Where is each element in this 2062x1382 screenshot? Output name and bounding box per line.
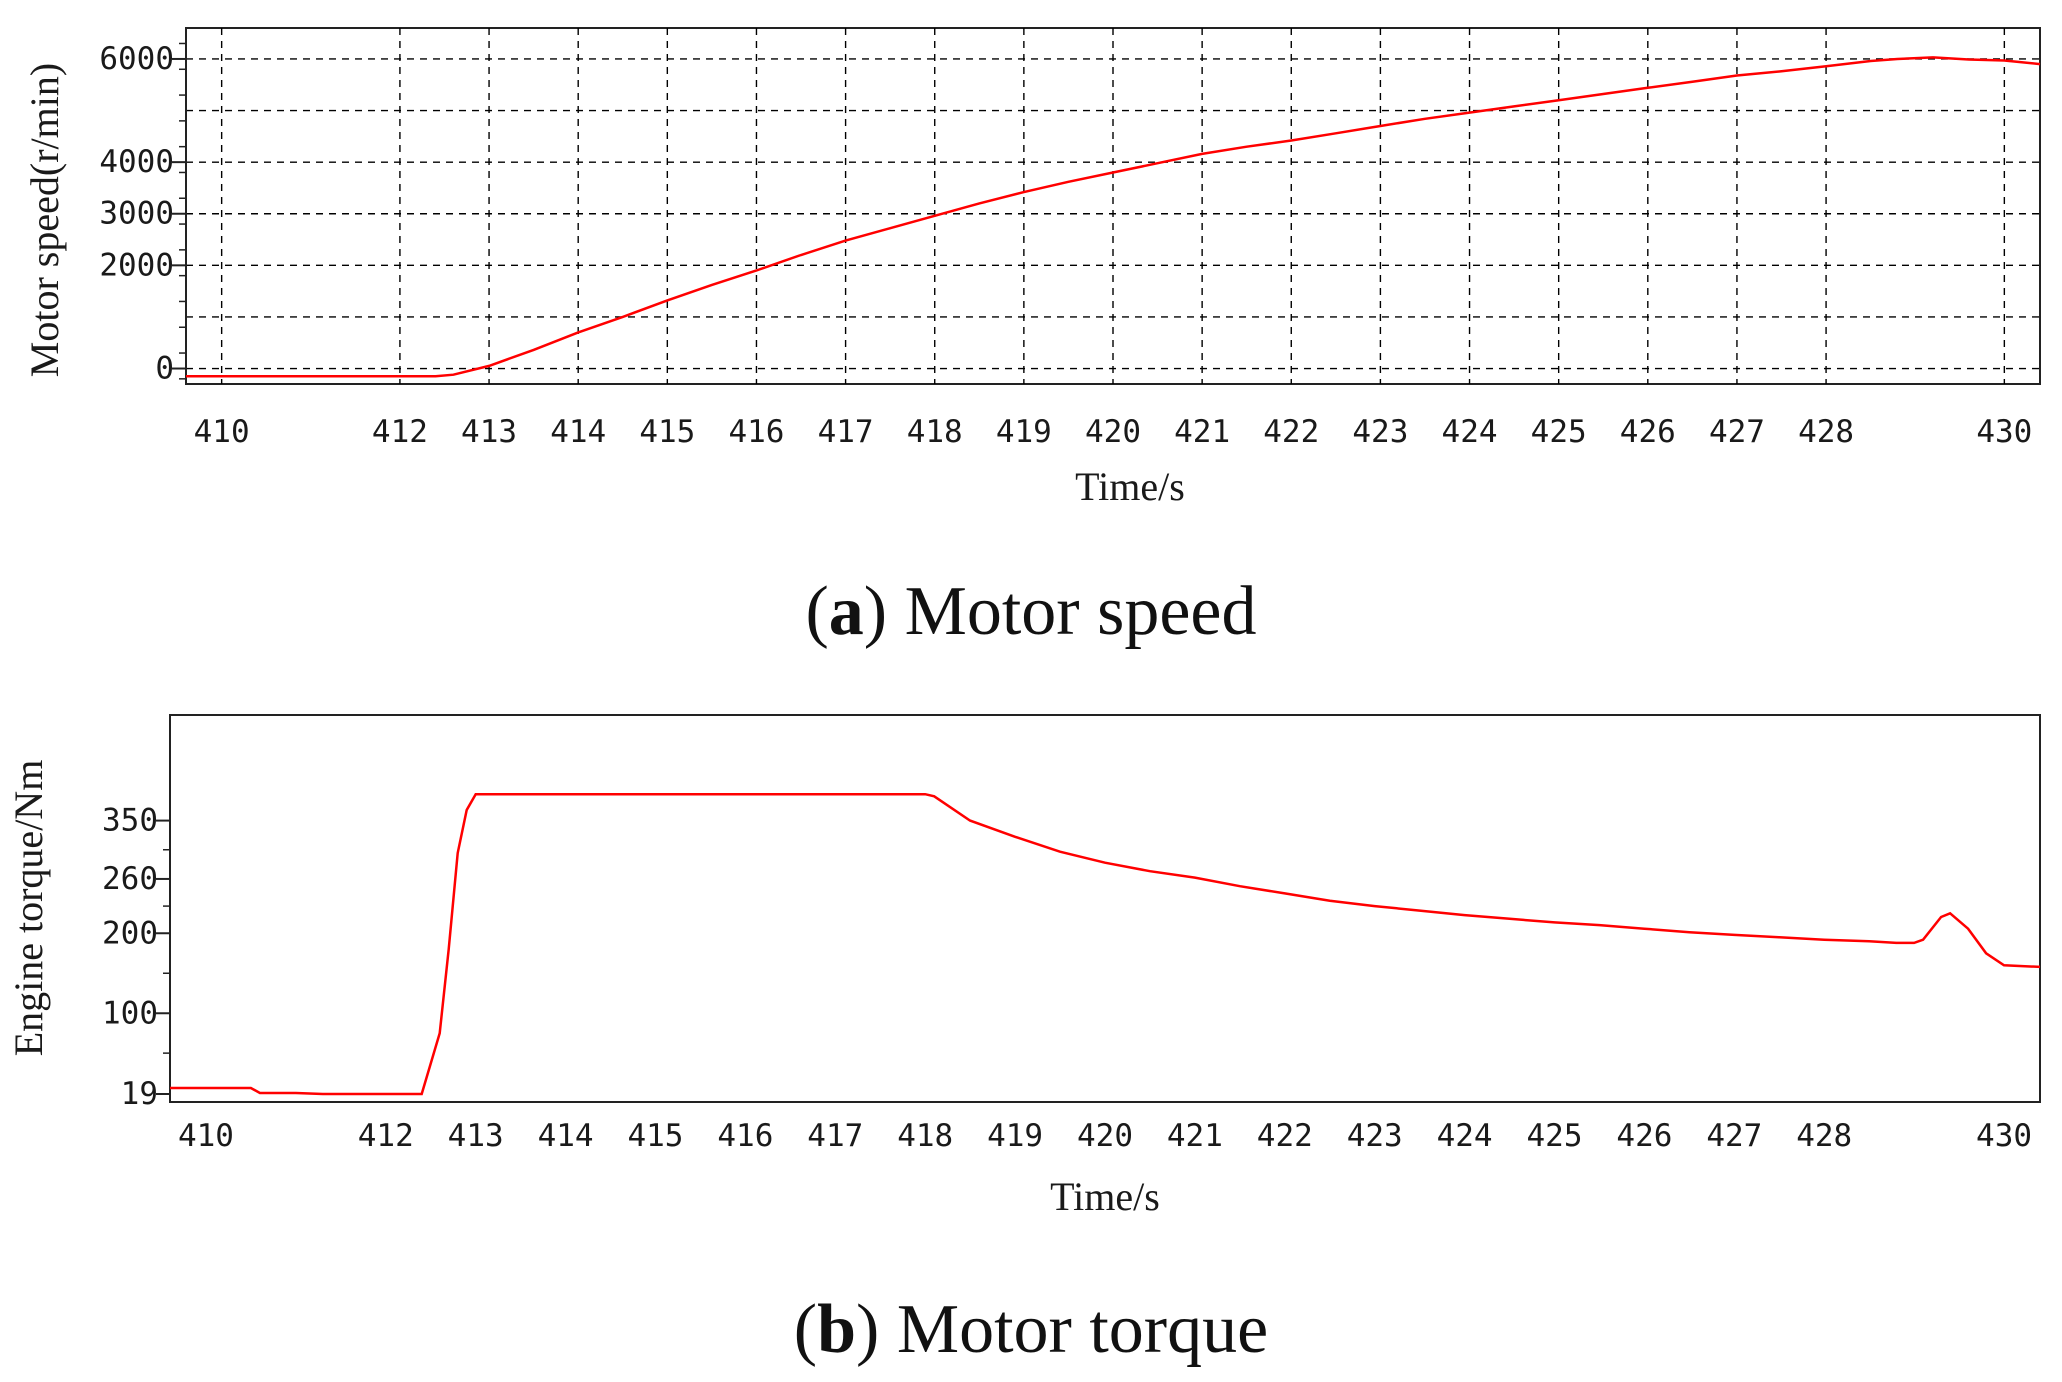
speed-plot-frame xyxy=(185,27,2041,385)
torque-x-tick-label: 416 xyxy=(717,1118,773,1154)
speed-x-tick-label: 415 xyxy=(639,414,695,450)
torque-x-tick-label: 427 xyxy=(1706,1118,1762,1154)
torque-x-tick-label: 418 xyxy=(897,1118,953,1154)
torque-x-tick-label: 425 xyxy=(1527,1118,1583,1154)
speed-x-tick-label: 420 xyxy=(1085,414,1141,450)
torque-x-tick-label: 412 xyxy=(358,1118,414,1154)
speed-x-tick-label: 410 xyxy=(194,414,250,450)
torque-x-tick-labels: 410 412 413 414 415 416 417 418 419 420 421 422 423 4… xyxy=(178,1118,2032,1154)
speed-series-line xyxy=(186,56,2041,378)
torque-x-tick-label: 417 xyxy=(807,1118,863,1154)
torque-x-tick-label: 422 xyxy=(1257,1118,1313,1154)
speed-y-tick-label: 6000 xyxy=(99,41,174,77)
speed-x-tick-label: 419 xyxy=(996,414,1052,450)
torque-x-tick-label: 423 xyxy=(1347,1118,1403,1154)
torque-y-tick-label: 260 xyxy=(102,861,158,897)
speed-x-tick-label: 417 xyxy=(818,414,874,450)
torque-x-tick-label: 414 xyxy=(538,1118,594,1154)
speed-x-tick-label: 418 xyxy=(907,414,963,450)
torque-x-tick-label: 420 xyxy=(1077,1118,1133,1154)
torque-x-tick-label: 426 xyxy=(1616,1118,1672,1154)
torque-x-tick-label: 413 xyxy=(448,1118,504,1154)
speed-x-tick-label: 428 xyxy=(1798,414,1854,450)
speed-y-tick-label: 0 xyxy=(155,351,174,387)
speed-y-tick-label: 3000 xyxy=(99,196,174,232)
torque-y-tick-label: 350 xyxy=(102,803,158,839)
torque-x-tick-label: 419 xyxy=(987,1118,1043,1154)
torque-y-tick-label: 100 xyxy=(102,995,158,1031)
speed-x-tick-label: 413 xyxy=(461,414,517,450)
speed-y-tick-label: 4000 xyxy=(99,144,174,180)
speed-y-axis-label: Motor speed(r/min) xyxy=(22,63,67,377)
caption-a-text: Motor speed xyxy=(904,573,1257,650)
speed-x-tick-label: 416 xyxy=(728,414,784,450)
caption-b-text: Motor torque xyxy=(896,1291,1269,1368)
caption-b: (b) Motor torque xyxy=(793,1291,1269,1368)
caption-a-letter: a xyxy=(828,573,864,650)
torque-x-tick-label: 428 xyxy=(1796,1118,1852,1154)
torque-y-minor-ticks xyxy=(156,819,170,1095)
speed-x-tick-label: 430 xyxy=(1976,414,2032,450)
torque-plot-frame xyxy=(169,714,2041,1103)
speed-x-tick-label: 414 xyxy=(550,414,606,450)
torque-y-tick-label: 200 xyxy=(102,915,158,951)
torque-x-tick-label: 424 xyxy=(1437,1118,1493,1154)
torque-y-tick-label: 19 xyxy=(121,1076,158,1112)
speed-x-tick-label: 421 xyxy=(1174,414,1230,450)
speed-y-tick-labels: 0 2000 3000 4000 6000 xyxy=(99,41,174,387)
speed-x-tick-label: 423 xyxy=(1352,414,1408,450)
torque-x-tick-label: 421 xyxy=(1167,1118,1223,1154)
torque-x-tick-label: 430 xyxy=(1976,1118,2032,1154)
motor-torque-chart: 410 412 413 414 415 416 417 418 419 420 421 422 423 4… xyxy=(6,714,2041,1219)
speed-x-axis-label: Time/s xyxy=(1075,464,1185,509)
speed-y-tick-label: 2000 xyxy=(99,247,174,283)
torque-y-tick-labels: 19 100 200 260 350 xyxy=(102,803,158,1112)
speed-x-tick-label: 425 xyxy=(1531,414,1587,450)
torque-series-line xyxy=(170,792,2041,1096)
speed-x-tick-labels: 410 412 413 414 415 416 417 418 419 420 421 422 423 4… xyxy=(194,414,2033,450)
speed-x-tick-label: 422 xyxy=(1263,414,1319,450)
speed-x-tick-label: 426 xyxy=(1620,414,1676,450)
speed-y-minor-ticks xyxy=(172,42,186,380)
speed-x-tick-label: 427 xyxy=(1709,414,1765,450)
speed-grid xyxy=(186,28,2040,384)
caption-a: (a) Motor speed xyxy=(805,573,1257,650)
torque-y-axis-label: Engine torque/Nm xyxy=(6,760,51,1057)
torque-x-tick-label: 410 xyxy=(178,1118,234,1154)
speed-x-tick-label: 412 xyxy=(372,414,428,450)
torque-x-tick-label: 415 xyxy=(627,1118,683,1154)
torque-x-axis-label: Time/s xyxy=(1050,1174,1160,1219)
caption-b-letter: b xyxy=(817,1291,857,1368)
speed-x-tick-label: 424 xyxy=(1442,414,1498,450)
motor-speed-chart: 410 412 413 414 415 416 417 418 419 420 421 422 423 4… xyxy=(22,27,2041,509)
